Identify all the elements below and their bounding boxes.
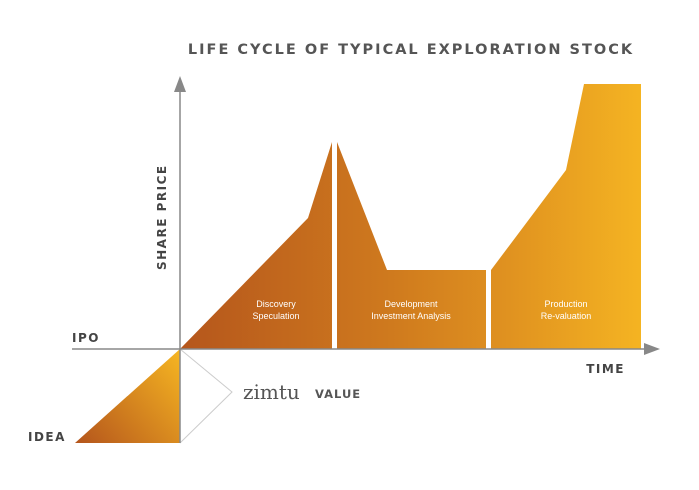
x-axis-arrow-icon <box>644 343 660 355</box>
zimtu-value-bracket <box>179 348 233 444</box>
idea-label: IDEA <box>28 430 66 444</box>
y-axis-label: SHARE PRICE <box>155 164 169 270</box>
phase-label-development-line2: Investment Analysis <box>371 311 451 321</box>
phase-label-production-line2: Re-valuation <box>541 311 592 321</box>
phase-label-production-line1: Production <box>544 299 587 309</box>
phase-label-discovery-line1: Discovery <box>256 299 296 309</box>
discovery-phase-shape <box>180 142 332 349</box>
diagram-title: LIFE CYCLE OF TYPICAL EXPLORATION STOCK <box>188 42 634 58</box>
development-phase-shape <box>337 142 486 349</box>
phase-label-development-line1: Development <box>384 299 438 309</box>
zimtu-value-word: VALUE <box>315 387 361 401</box>
phase-label-discovery-line2: Speculation <box>252 311 299 321</box>
zimtu-logo: zimtu <box>243 380 300 404</box>
ipo-label: IPO <box>72 331 100 345</box>
production-phase-shape <box>491 84 641 349</box>
idea-phase-shape <box>75 349 180 443</box>
y-axis-arrow-icon <box>174 76 186 92</box>
x-axis-label: TIME <box>586 362 625 376</box>
